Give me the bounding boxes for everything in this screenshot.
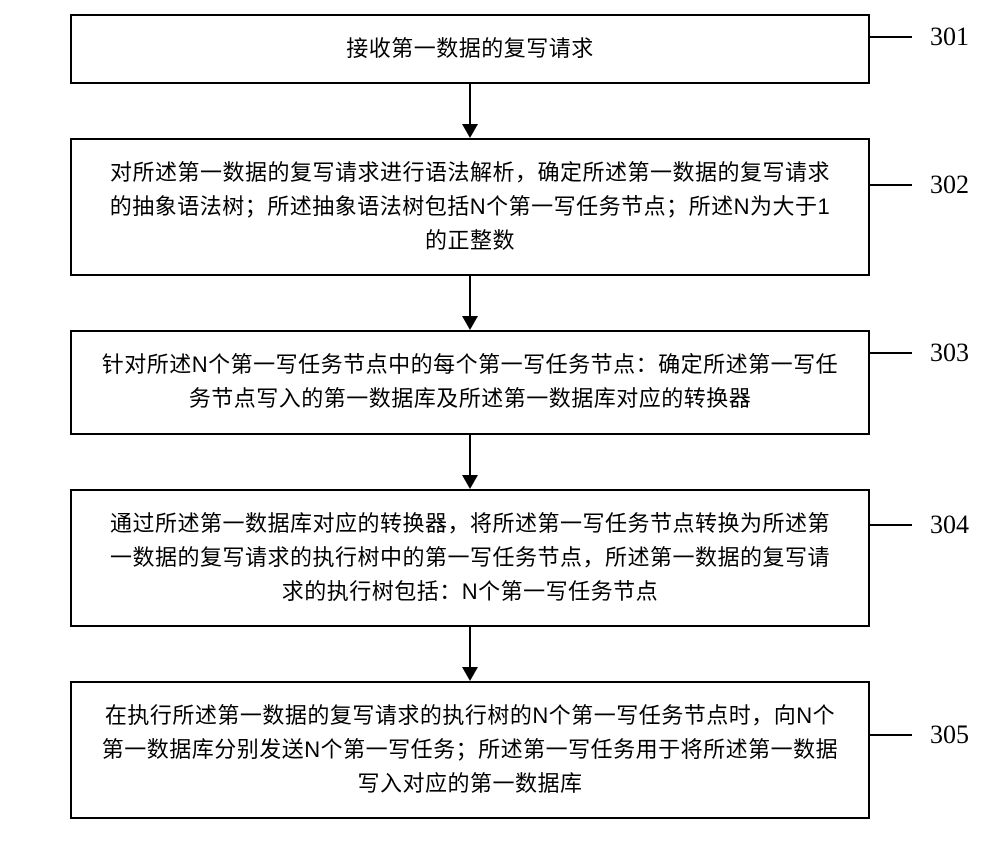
step-label-302: 302 (930, 170, 969, 200)
connector-301 (870, 36, 912, 38)
arrow-down-icon (460, 84, 480, 138)
connector-305 (870, 734, 912, 736)
arrow-down-icon (460, 435, 480, 489)
flow-column: 接收第一数据的复写请求 对所述第一数据的复写请求进行语法解析，确定所述第一数据的… (70, 14, 870, 819)
arrow-down-icon (460, 276, 480, 330)
connector-303 (870, 352, 912, 354)
connector-302 (870, 184, 912, 186)
arrow-gap-3 (70, 435, 870, 489)
step-box-304: 通过所述第一数据库对应的转换器，将所述第一写任务节点转换为所述第一数据的复写请求… (70, 489, 870, 627)
step-label-303: 303 (930, 338, 969, 368)
step-label-304: 304 (930, 510, 969, 540)
step-label-301: 301 (930, 22, 969, 52)
arrow-down-icon (460, 627, 480, 681)
connector-304 (870, 524, 912, 526)
step-box-302: 对所述第一数据的复写请求进行语法解析，确定所述第一数据的复写请求的抽象语法树；所… (70, 138, 870, 276)
step-box-303: 针对所述N个第一写任务节点中的每个第一写任务节点：确定所述第一写任务节点写入的第… (70, 330, 870, 434)
arrow-gap-1 (70, 84, 870, 138)
step-box-301: 接收第一数据的复写请求 (70, 14, 870, 84)
arrow-gap-4 (70, 627, 870, 681)
step-label-305: 305 (930, 720, 969, 750)
step-box-305: 在执行所述第一数据的复写请求的执行树的N个第一写任务节点时，向N个第一数据库分别… (70, 681, 870, 819)
arrow-gap-2 (70, 276, 870, 330)
flowchart-canvas: 接收第一数据的复写请求 对所述第一数据的复写请求进行语法解析，确定所述第一数据的… (0, 0, 1000, 859)
